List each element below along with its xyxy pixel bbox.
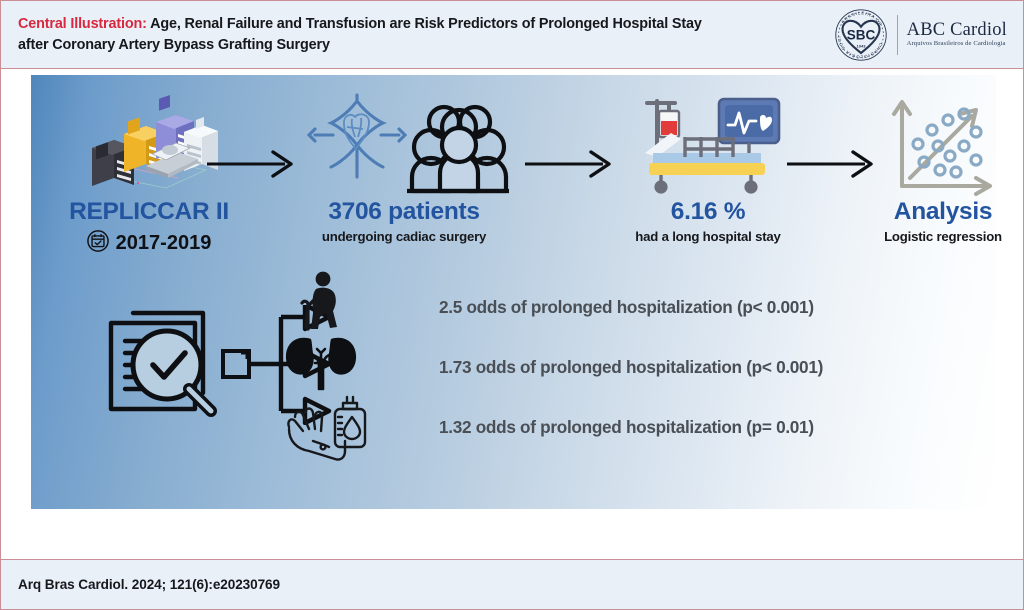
arrow-right-icon-3 [783,147,879,186]
study-flow-row: REPLICCAR II 2017-2 [31,75,1002,275]
arrow-right-icon-1 [203,147,299,186]
flow-step-analysis-sub: Logistic regression [884,228,1002,244]
flow-step-analysis-heading: Analysis [893,198,993,225]
page-title-line2: after Coronary Artery Bypass Grafting Su… [18,36,330,53]
elderly-person-cane-icon [293,271,353,338]
flow-step-analysis: Analysis Logistic regression [843,89,1024,244]
flow-step-cohort: REPLICCAR II 2017-2 [39,89,259,258]
illustration-body: REPLICCAR II 2017-2 [1,69,1023,556]
arrow-right-icon-2 [521,147,617,186]
flow-step-cohort-date: 2017-2019 [39,230,259,258]
journal-brand-subtitle: Arquivos Brasileiros de Cardiologia [906,40,1006,48]
citation-text: Arq Bras Cardiol. 2024; 121(6):e20230769 [18,577,280,592]
flow-step-outcome-heading: 6.16 % [670,198,746,225]
sbc-seal-year: 1943 [856,43,866,48]
central-illustration-label: Central Illustration: [18,16,147,33]
flow-step-outcome: 6.16 % had a long hospital stay [593,89,823,244]
flow-step-patients-heading: 3706 patients [328,198,480,225]
odds-statement-renal-failure: 1.73 odds of prolonged hospitalization (… [439,357,824,377]
kidneys-icon [281,333,361,398]
header-band: Central Illustration: Age, Renal Failure… [1,1,1023,69]
sbc-seal-icon: SBC 1943 BRASILEIRA DE CARDIOLOGIA SOCIE… [832,4,888,62]
database-servers-laptop-icon [39,89,259,199]
page-title-line1: Age, Renal Failure and Transfusion are R… [146,16,702,33]
flow-step-patients-sub: undergoing cadiac surgery [321,228,487,244]
flow-step-cohort-heading: REPLICCAR II [69,198,229,225]
risk-predictors-row: 2.5 odds of prolonged hospitalization (p… [31,271,996,509]
journal-name: ABC Cardiol Arquivos Brasileiros de Card… [907,21,1007,48]
document-magnifier-check-icon [99,297,223,428]
logo-divider [896,14,898,55]
hand-iv-blood-bag-icon [283,393,379,480]
footer-band: Arq Bras Cardiol. 2024; 121(6):e20230769 [1,559,1023,609]
odds-statement-age: 2.5 odds of prolonged hospitalization (p… [439,297,814,317]
gradient-panel: REPLICCAR II 2017-2 [31,75,1002,509]
flow-step-outcome-sub: had a long hospital stay [635,228,781,244]
flow-step-cohort-date-text: 2017-2019 [115,232,212,255]
scatter-plot-trend-icon [843,89,1024,199]
hospital-bed-monitor-icon [593,89,823,199]
page-title: Central Illustration: Age, Renal Failure… [1,14,834,55]
heart-people-group-icon [289,89,519,199]
journal-logo: SBC 1943 BRASILEIRA DE CARDIOLOGIA SOCIE… [832,4,1023,62]
sbc-seal-text: SBC [846,27,875,42]
calendar-check-icon [86,230,109,258]
journal-brand: ABC Cardiol [906,19,1007,40]
flow-step-patients: 3706 patients undergoing cadiac surgery [289,89,519,244]
odds-statement-transfusion: 1.32 odds of prolonged hospitalization (… [439,417,814,437]
